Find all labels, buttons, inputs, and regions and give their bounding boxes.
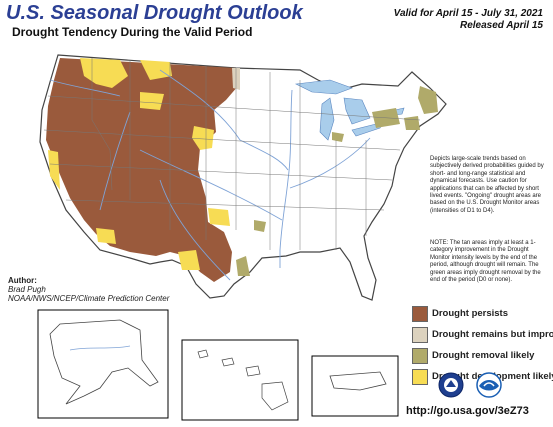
drought-removal-michigan [332, 132, 344, 142]
puerto-rico-inset [311, 355, 399, 417]
maui-island [245, 365, 261, 377]
drought-development-wyoming [140, 92, 164, 110]
arkansas-river [139, 149, 283, 221]
noaa-logo [438, 372, 464, 398]
drought-development-oklahoma [208, 208, 230, 226]
state-borders [43, 58, 421, 250]
drought-development-texas [178, 250, 200, 270]
author-org: NOAA/NWS/NCEP/Climate Prediction Center [8, 294, 170, 303]
drought-removal-new-england [404, 116, 420, 130]
puerto-rico-inset-frame [311, 355, 399, 417]
author-name: Brad Pugh [8, 285, 46, 294]
mississippi-river [279, 89, 293, 268]
legend-swatch-improves [412, 326, 428, 343]
big-island [261, 381, 289, 411]
lake-superior [294, 79, 353, 95]
rivers [49, 69, 371, 281]
drought-removal-arkansas [254, 220, 266, 232]
author-block: Author: Brad Pugh NOAA/NWS/NCEP/Climate … [8, 276, 169, 303]
drought-development-california-coast [48, 150, 60, 190]
drought-development-montana [140, 60, 172, 80]
ohio-river [289, 137, 371, 189]
map-subtitle: Drought Tendency During the Valid Period [12, 25, 253, 39]
puerto-rico-landmass [329, 371, 387, 391]
drought-persists-areas [46, 58, 238, 282]
colorado-river [99, 111, 131, 211]
lake-michigan [319, 97, 335, 141]
drought-development-arizona [96, 228, 116, 244]
drought-development-areas [48, 58, 230, 270]
legend-item-persists: Drought persists [412, 305, 553, 322]
drought-removal-texas-gulf [236, 256, 250, 276]
columbia-river [49, 79, 121, 97]
legend-item-removal: Drought removal likely [412, 347, 553, 364]
info-url[interactable]: http://go.usa.gov/3eZ73 [406, 405, 529, 417]
legend-swatch-persists [412, 305, 428, 322]
alaska-rivers [69, 345, 131, 351]
legend-label-improves: Drought remains but improves [432, 329, 553, 340]
border-lat-1 [47, 95, 421, 121]
alaska-inset [37, 309, 169, 419]
method-note: Depicts large-scale trends based on subj… [430, 156, 544, 214]
oahu-island [221, 357, 235, 367]
legend-swatch-development [412, 368, 428, 385]
drought-persists-west [46, 58, 238, 282]
hawaii-inset [181, 339, 299, 421]
map-title: U.S. Seasonal Drought Outlook [6, 2, 303, 24]
tan-green-note: NOTE: The tan areas imply at least a 1-c… [430, 240, 541, 284]
released-line: Released April 15 [459, 20, 543, 31]
author-label: Author: [8, 276, 37, 285]
legend-item-improves: Drought remains but improves [412, 326, 553, 343]
legend-swatch-removal [412, 347, 428, 364]
border-lat-4 [65, 199, 385, 211]
lake-huron [343, 97, 371, 125]
missouri-river [159, 69, 289, 171]
legend-label-persists: Drought persists [432, 308, 509, 319]
drought-removal-maine [418, 86, 438, 114]
alaska-landmass [49, 319, 159, 405]
border-lat-2 [43, 129, 401, 151]
valid-line: Valid for April 15 - July 31, 2021 [393, 8, 543, 19]
valid-period: Valid for April 15 - July 31, 2021 Relea… [394, 8, 543, 32]
kauai-island [197, 349, 209, 359]
nws-logo [476, 372, 502, 398]
border-west-1 [91, 58, 113, 191]
legend-label-removal: Drought removal likely [432, 350, 535, 361]
border-lat-3 [49, 163, 393, 181]
drought-development-nebraska [192, 126, 214, 150]
rio-grande [159, 179, 231, 281]
